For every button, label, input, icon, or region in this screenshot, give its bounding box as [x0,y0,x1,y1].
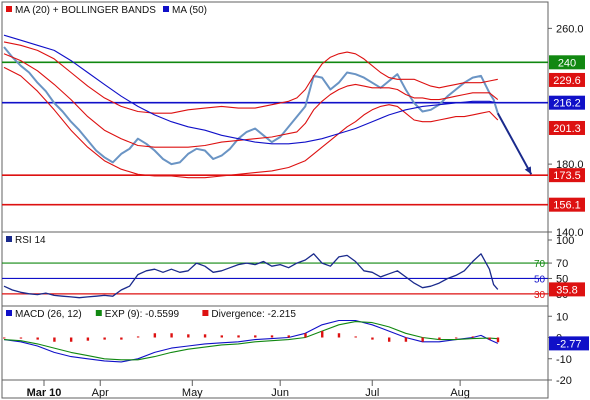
divergence-bar [187,334,190,338]
level-tag [549,55,585,70]
series-rsi [3,253,499,299]
divergence-bar [421,337,424,342]
level-label: 50 [534,274,546,285]
divergence-bar [120,337,123,340]
divergence-bar [220,335,223,338]
legend-swatch [6,236,12,242]
value-tag [549,336,589,351]
divergence-bar [488,337,491,340]
projection-arrow-head [524,166,532,175]
divergence-bar [170,333,173,338]
divergence-bar [471,336,475,338]
value-tag [549,282,585,297]
value-tag-label: 35.8 [556,284,577,296]
level-tag [549,197,585,212]
divergence-bar [136,336,140,338]
level-label: 30 [534,290,546,301]
divergence-bar [438,337,441,340]
divergence-bar [103,337,106,340]
divergence-bar [86,337,90,341]
panel-frame-0 [1,1,549,233]
divergence-bar [153,333,157,338]
divergence-bar [3,337,6,339]
series-ma-50 [3,34,498,145]
divergence-bar [321,331,324,338]
panel-price: 140.0 180.0 260.0 240 216.2 173.5 156.1 229.6 20… [2,5,585,239]
series-bollinger-upper [3,41,498,114]
x-tick-label: Jun [271,387,289,399]
projection-arrow [496,112,533,175]
level-tag-label: 173.5 [553,170,581,182]
level-tag-label: 240 [558,57,576,69]
level-tag-label: 216.2 [553,98,581,110]
divergence-bar [304,333,307,338]
value-tag-label: 229.6 [553,75,581,87]
legend-label: MA (50) [172,5,207,16]
divergence-bar [404,337,408,342]
level-tag-label: 156.1 [553,200,581,212]
y-tick-label: 260.0 [556,23,584,35]
divergence-bar [371,337,374,340]
divergence-bar [354,336,357,338]
divergence-bar [203,334,207,338]
y-tick-label: -20 [556,375,572,387]
level-tag [549,168,585,183]
series-macd [3,319,499,363]
value-tag-label: -2.77 [556,338,581,350]
divergence-bar [337,333,341,338]
divergence-bar [69,337,73,342]
series-price [3,46,499,166]
legend-swatch [6,310,12,316]
x-tick-label: Jul [365,387,379,399]
y-tick-label: -10 [556,354,572,366]
legend-label: MA (20) + BOLLINGER BANDS [15,5,156,16]
series-bollinger-lower [3,66,499,179]
series-bollinger-middle [3,53,499,148]
legend-swatch [163,6,169,12]
legend-swatch [202,310,209,316]
legend-label: EXP (9): -0.5599 [105,309,180,320]
legend-label: MACD (26, 12) [15,309,82,320]
legend-swatch [95,310,102,316]
divergence-bar [36,337,39,340]
value-tag-label: 201.3 [553,123,581,135]
divergence-bar [454,337,458,339]
time-axis-frame [1,379,549,399]
legend-label: RSI 14 [15,235,46,246]
value-tag [549,72,585,87]
x-tick-label: May [182,387,203,399]
divergence-bar [254,335,257,338]
legend-label: Divergence: -2.215 [211,309,296,320]
y-tick-label: 70 [556,258,568,270]
value-tag [549,120,585,135]
divergence-bar [270,335,274,338]
y-tick-label: 10 [556,311,568,323]
x-tick-label: Aug [450,387,470,399]
divergence-bar [53,337,56,342]
divergence-bar [387,337,391,342]
y-tick-label: 100 [556,235,574,247]
y-tick-label: 180.0 [556,159,584,171]
divergence-bar [287,335,290,338]
y-tick-label: 140.0 [556,227,584,239]
divergence-bar [19,337,23,339]
x-tick-label: Apr [92,387,109,399]
legend-swatch [6,6,12,12]
level-tag [549,95,585,110]
x-tick-label: Mar 10 [27,387,62,399]
divergence-bar [237,335,240,338]
divergence-bar [496,337,500,343]
level-label: 70 [534,259,546,270]
